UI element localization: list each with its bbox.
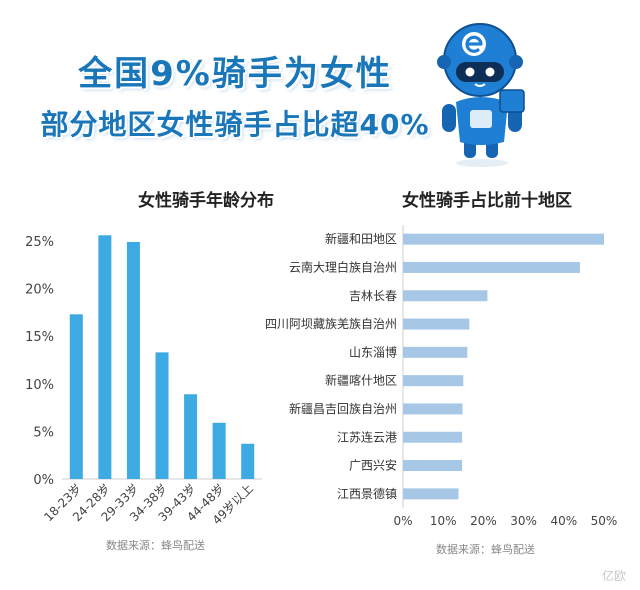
region-label: 云南大理白族自治州 — [289, 259, 397, 274]
region-label: 山东淄博 — [349, 344, 397, 359]
region-label: 江西景德镇 — [337, 486, 397, 501]
region-bar — [403, 488, 459, 500]
age-bar — [184, 394, 198, 479]
region-label: 新疆和田地区 — [325, 231, 397, 246]
region-ranking-chart: 新疆和田地区云南大理白族自治州吉林长春四川阿坝藏族羌族自治州山东淄博新疆喀什地区… — [265, 225, 618, 528]
region-label: 四川阿坝藏族羌族自治州 — [265, 317, 397, 331]
region-label: 江苏连云港 — [337, 429, 397, 444]
x-tick-label: 50% — [591, 514, 618, 528]
region-label: 吉林长春 — [349, 289, 397, 303]
y-tick-label: 5% — [33, 425, 54, 440]
age-bar — [241, 443, 255, 479]
y-tick-label: 25% — [25, 235, 54, 250]
x-tick-label: 30% — [510, 514, 537, 528]
robot-mascot-illustration — [437, 23, 525, 167]
region-label: 新疆喀什地区 — [325, 373, 397, 388]
y-tick-label: 0% — [33, 473, 54, 488]
region-chart-title: 女性骑手占比前十地区 — [402, 191, 572, 211]
region-bar — [403, 318, 470, 330]
age-bar — [98, 235, 112, 479]
age-bar — [126, 241, 140, 479]
region-bar — [403, 403, 463, 415]
headline-primary: 全国9%骑手为女性 — [78, 54, 392, 94]
region-bar — [403, 460, 463, 472]
headline-secondary: 部分地区女性骑手占比超40% — [40, 108, 430, 141]
region-label: 新疆昌吉回族自治州 — [289, 401, 397, 416]
y-tick-label: 15% — [25, 330, 54, 345]
x-tick-label: 20% — [470, 514, 497, 528]
region-bar — [403, 431, 463, 443]
age-chart-source: 数据来源：蜂鸟配送 — [106, 539, 205, 552]
x-tick-label: 40% — [550, 514, 577, 528]
age-bar — [69, 314, 83, 479]
x-tick-label: 10% — [430, 514, 457, 528]
region-bar — [403, 290, 488, 302]
age-distribution-chart: 0%5%10%15%20%25%18-23岁24-28岁29-33岁34-38岁… — [25, 235, 262, 527]
region-bar — [403, 375, 464, 387]
age-bar — [212, 422, 226, 479]
region-chart-source: 数据来源：蜂鸟配送 — [436, 543, 535, 556]
y-tick-label: 20% — [25, 283, 54, 298]
region-bar — [403, 233, 604, 245]
region-bar — [403, 261, 580, 273]
x-tick-label: 0% — [393, 514, 412, 528]
age-chart-title: 女性骑手年龄分布 — [138, 191, 274, 211]
region-label: 广西兴安 — [349, 458, 397, 473]
age-bar — [155, 352, 169, 479]
y-tick-label: 10% — [25, 378, 54, 393]
watermark-logo: 亿欧 — [601, 569, 626, 583]
region-bar — [403, 346, 468, 358]
